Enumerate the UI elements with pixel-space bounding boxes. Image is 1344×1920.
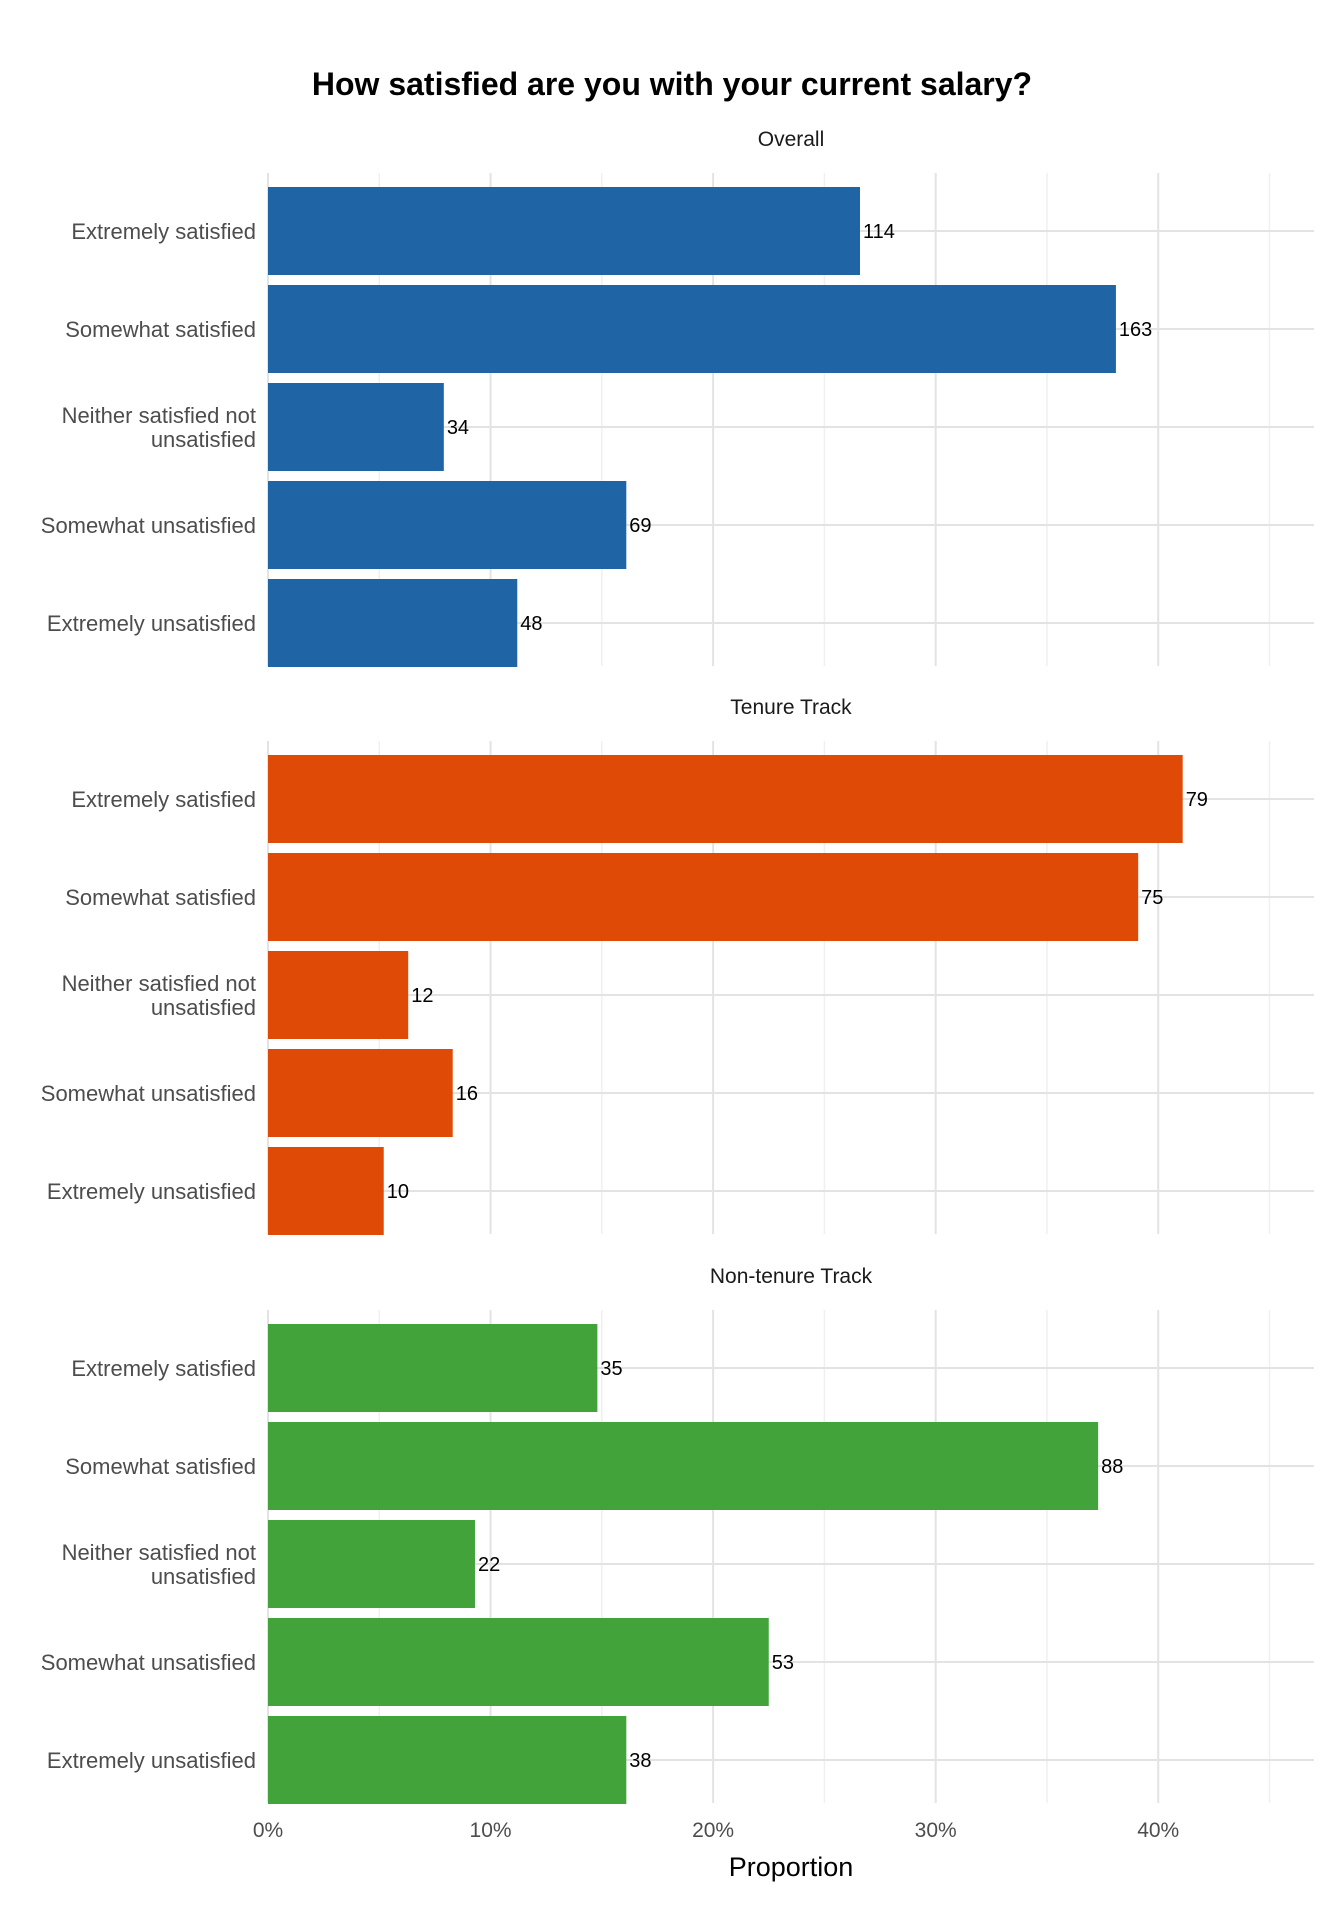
category-label: Somewhat satisfied: [65, 885, 256, 910]
category-label: Somewhat unsatisfied: [41, 1650, 256, 1675]
bar-3-5: [268, 1716, 627, 1804]
x-tick-label: 30%: [915, 1819, 957, 1842]
bar-1-5: [268, 579, 518, 667]
category-label: Extremely satisfied: [71, 219, 256, 244]
bar-count-label: 163: [1119, 319, 1152, 341]
category-label: Somewhat unsatisfied: [41, 1081, 256, 1106]
bar-count-label: 75: [1141, 887, 1163, 909]
category-label: Extremely unsatisfied: [47, 611, 256, 636]
bar-count-label: 88: [1101, 1456, 1123, 1478]
bar-count-label: 53: [772, 1652, 794, 1674]
category-label: Somewhat unsatisfied: [41, 513, 256, 538]
bar-3-1: [268, 1324, 598, 1412]
bar-3-4: [268, 1618, 769, 1706]
category-label: Extremely unsatisfied: [47, 1748, 256, 1773]
bar-count-label: 35: [600, 1358, 622, 1380]
bar-1-1: [268, 187, 860, 275]
bar-2-3: [268, 951, 409, 1039]
bar-count-label: 22: [478, 1554, 500, 1576]
category-label: Extremely unsatisfied: [47, 1179, 256, 1204]
category-label: Somewhat satisfied: [65, 1454, 256, 1479]
bar-count-label: 16: [456, 1083, 478, 1105]
bar-1-3: [268, 383, 444, 471]
bar-1-4: [268, 481, 627, 569]
category-label: Neither satisfied not unsatisfied: [62, 1540, 256, 1589]
bar-3-3: [268, 1520, 475, 1608]
panel-title: Tenure Track: [730, 696, 852, 719]
bar-count-label: 69: [629, 515, 651, 537]
bar-2-1: [268, 755, 1183, 843]
bar-count-label: 114: [863, 221, 895, 243]
bar-count-label: 12: [411, 985, 433, 1007]
bar-count-label: 79: [1186, 789, 1208, 811]
bar-count-label: 34: [447, 417, 469, 439]
bar-count-label: 48: [520, 613, 542, 635]
bar-2-5: [268, 1147, 384, 1235]
x-axis-title: Proportion: [729, 1852, 854, 1882]
x-tick-label: 40%: [1137, 1819, 1179, 1842]
bar-1-2: [268, 285, 1116, 373]
panel-title: Overall: [758, 128, 825, 151]
category-label: Neither satisfied not unsatisfied: [62, 403, 256, 452]
category-label: Somewhat satisfied: [65, 317, 256, 342]
x-tick-label: 10%: [470, 1819, 512, 1842]
x-tick-label: 20%: [692, 1819, 734, 1842]
bar-count-label: 10: [387, 1181, 409, 1203]
category-label: Neither satisfied not unsatisfied: [62, 971, 256, 1020]
bar-2-4: [268, 1049, 453, 1137]
panel-title: Non-tenure Track: [710, 1265, 873, 1288]
chart-title: How satisfied are you with your current …: [311, 66, 1033, 102]
category-label: Extremely satisfied: [71, 787, 256, 812]
bar-count-label: 38: [629, 1750, 651, 1772]
x-tick-label: 0%: [253, 1819, 283, 1842]
bar-3-2: [268, 1422, 1099, 1510]
bar-2-2: [268, 853, 1139, 941]
category-label: Extremely satisfied: [71, 1356, 256, 1381]
